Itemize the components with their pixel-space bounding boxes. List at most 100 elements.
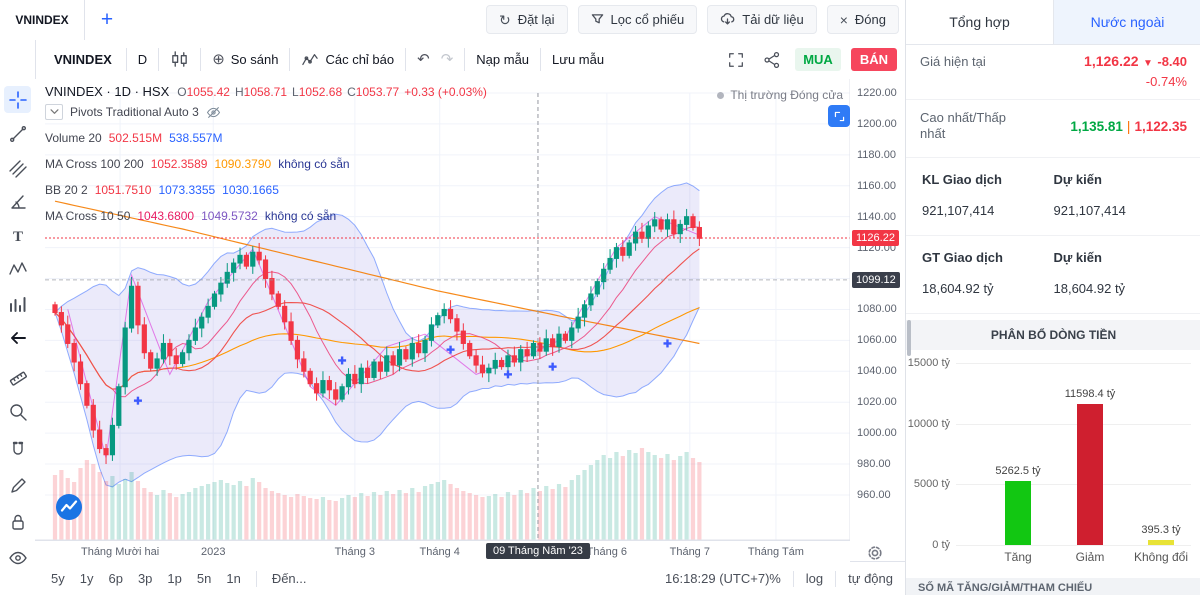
range-5d[interactable]: 5n (196, 571, 212, 586)
pitchfork-icon (8, 159, 27, 178)
toolbar-separator (158, 48, 160, 71)
magnet-tool[interactable] (4, 436, 31, 463)
topbar: VNINDEX + ↻ Đặt lại Lọc cổ phiếu Tải dữ … (0, 0, 905, 41)
forecast-tool[interactable] (4, 290, 31, 317)
axis-settings-gear-icon[interactable] (867, 545, 883, 564)
text-tool[interactable]: T (4, 222, 31, 249)
range-1m[interactable]: 1p (167, 571, 182, 586)
drawing-toolbar: T (0, 40, 36, 595)
indicator-row-volume[interactable]: Volume 20 502.515M 538.557M (45, 131, 223, 145)
reset-icon: ↻ (498, 11, 511, 28)
indicator-row-ma-cross-100-200[interactable]: MA Cross 100 200 1052.3589 1090.3790 khô… (45, 157, 350, 171)
redo-icon: ↷ (440, 51, 454, 68)
clock[interactable]: 16:18:29 (UTC+7) (665, 571, 770, 586)
zoom-tool[interactable] (4, 398, 31, 425)
indicator-row-bb[interactable]: BB 20 2 1051.7510 1073.3355 1030.1665 (45, 183, 279, 197)
edit-tool[interactable] (4, 472, 31, 499)
crosshair-tool[interactable] (4, 86, 31, 113)
symbol-button[interactable]: VNINDEX (54, 52, 112, 67)
advancers-section-header: SỐ MÃ TĂNG/GIẢM/THAM CHIẾU (906, 578, 1200, 595)
pane-maximize-button[interactable] (828, 105, 850, 127)
symbol-tab-label: VNINDEX (15, 13, 69, 27)
chevron-down-icon[interactable] (45, 104, 63, 120)
money-flow-title: PHÂN BỔ DÒNG TIỀN (906, 320, 1200, 350)
trend-line-tool[interactable] (4, 120, 31, 147)
legend-ohlc: O1055.42 H1058.71 L1052.68 C1053.77 +0.3… (177, 85, 487, 99)
price-tick: 1220.00 (857, 87, 897, 99)
candlestick-icon (172, 51, 188, 67)
visibility-tool[interactable] (4, 544, 31, 571)
add-tab-button[interactable]: + (100, 8, 114, 31)
high-low-row: Cao nhất/Thấp nhất 1,135.81 | 1,122.35 (906, 100, 1200, 158)
logo-icon (56, 494, 82, 520)
price-tick: 980.00 (857, 458, 891, 471)
time-axis[interactable]: Tháng Mười hai 2023 Tháng 3 Tháng 4 Tháng 6 T… (35, 540, 850, 562)
last-price-badge: 1126.22 (852, 229, 899, 246)
download-icon (721, 13, 735, 25)
toolbar-separator (125, 48, 127, 71)
toolbar-separator (464, 48, 466, 71)
money-flow-y-tick: 5000 tỷ (913, 478, 950, 491)
interval-button[interactable]: D (137, 52, 148, 67)
download-data-button[interactable]: Tải dữ liệu (707, 5, 817, 34)
chart-type-button[interactable] (159, 50, 200, 69)
money-flow-y-tick: 0 tỷ (932, 539, 950, 551)
ruler-tool[interactable] (4, 364, 31, 391)
price-tick: 1020.00 (857, 396, 897, 409)
day-low: 1,122.35 (1134, 119, 1187, 134)
money-flow-value-label: 395.3 tỷ (1141, 524, 1181, 537)
money-flow-bar (1077, 404, 1103, 545)
arrow-left-icon (10, 331, 26, 344)
range-1d[interactable]: 1n (226, 571, 241, 586)
indicator-row-pivots[interactable]: Pivots Traditional Auto 3 (45, 99, 487, 125)
lock-tool[interactable] (4, 508, 31, 535)
price-tick: 1180.00 (857, 148, 896, 161)
auto-scale-button[interactable]: tự động (848, 571, 893, 586)
tab-tong-hop[interactable]: Tổng hợp (906, 0, 1053, 44)
log-scale-button[interactable]: log (805, 571, 824, 586)
indicators-button[interactable]: Các chỉ báo (290, 52, 405, 68)
eye-off-icon[interactable] (206, 105, 221, 120)
brush-tool[interactable] (4, 188, 31, 215)
symbol-tab[interactable]: VNINDEX (0, 0, 85, 40)
pitchfork-tool[interactable] (4, 154, 31, 181)
legend-title-row[interactable]: VNINDEX · 1D · HSX O1055.42 H1058.71 L10… (45, 84, 487, 99)
pattern-tool[interactable] (4, 256, 31, 283)
xabcd-icon (8, 261, 27, 275)
chart-legend: VNINDEX · 1D · HSX O1055.42 H1058.71 L10… (45, 84, 487, 229)
range-3m[interactable]: 3p (137, 571, 153, 586)
money-flow-y-tick: 10000 tỷ (907, 417, 950, 430)
range-1y[interactable]: 1y (79, 571, 94, 586)
filter-stocks-button[interactable]: Lọc cổ phiếu (577, 5, 698, 34)
svg-text:T: T (12, 229, 22, 245)
price-tick: 1160.00 (857, 179, 896, 192)
tab-nuoc-ngoai[interactable]: Nước ngoài (1053, 0, 1200, 44)
arrow-tool[interactable] (4, 324, 31, 351)
compare-button[interactable]: ⊕ So sánh (212, 51, 279, 68)
percent-scale-button[interactable]: % (769, 571, 781, 586)
range-5y[interactable]: 5y (51, 571, 65, 586)
redo-button[interactable]: ↷ (441, 52, 465, 67)
magnet-icon (12, 441, 23, 455)
indicator-row-ma-cross-10-50[interactable]: MA Cross 10 50 1043.6800 1049.5732 không… (45, 209, 337, 223)
toolbar-separator (405, 48, 407, 71)
price-axis[interactable]: 1220.00 1200.00 1180.00 1160.00 1140.00 1120.… (850, 79, 905, 561)
reset-button[interactable]: ↻ Đặt lại (485, 5, 568, 34)
down-arrow-icon: ▼ (1143, 58, 1153, 69)
save-template-button[interactable]: Lưu mẫu (552, 52, 605, 67)
angle-icon (10, 194, 26, 209)
separator (792, 570, 794, 587)
range-6m[interactable]: 6p (108, 571, 123, 586)
fullscreen-button[interactable] (723, 51, 749, 69)
share-button[interactable] (759, 51, 785, 69)
goto-date-button[interactable]: Đến... (271, 571, 307, 586)
broker-logo[interactable] (55, 493, 83, 521)
price-change: -8.40 (1157, 54, 1187, 69)
close-button[interactable]: × Đóng (826, 5, 899, 34)
buy-button[interactable]: MUA (795, 48, 841, 71)
load-template-button[interactable]: Nạp mẫu (476, 52, 530, 67)
panel-scrollbar[interactable] (907, 320, 911, 356)
sell-button[interactable]: BÁN (850, 48, 897, 71)
undo-button[interactable]: ↶ (406, 52, 441, 67)
money-flow-value-label: 11598.4 tỷ (1064, 388, 1116, 401)
